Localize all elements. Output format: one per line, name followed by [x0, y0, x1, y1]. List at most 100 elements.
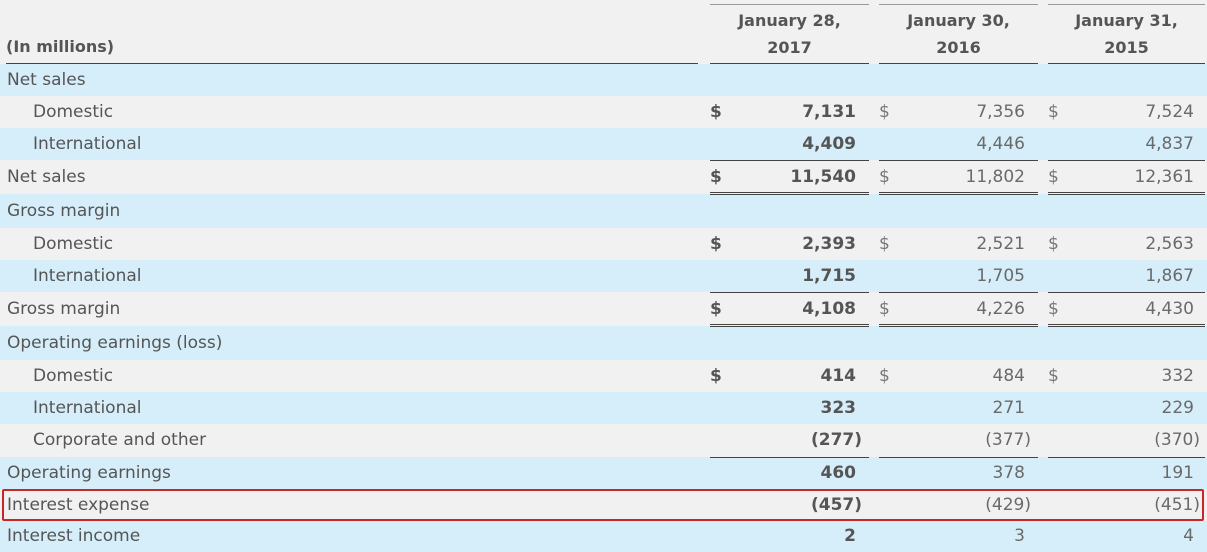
- cell-value: 4,409: [802, 134, 856, 154]
- cell-value: 2,563: [1145, 234, 1194, 254]
- column-header-line1: January 30,: [907, 11, 1010, 30]
- table-row: Gross margin $4,108 $4,226 $4,430: [0, 292, 1207, 326]
- cell-value: 2: [844, 526, 856, 546]
- highlight-box: [2, 489, 1204, 521]
- cell-value: 4,108: [802, 299, 856, 319]
- total-double-rule: [1048, 192, 1205, 195]
- currency-symbol: $: [1048, 167, 1059, 187]
- table-row: International 4,409 4,446 4,837: [0, 128, 1207, 160]
- table-row: Net sales $11,540 $11,802 $12,361: [0, 160, 1207, 194]
- column-header-line2: 2015: [1104, 38, 1149, 57]
- total-double-rule: [879, 192, 1038, 195]
- row-label: Domestic: [33, 102, 114, 122]
- column-header-2016: January 30, 2016: [879, 4, 1038, 64]
- row-label: Domestic: [33, 234, 114, 254]
- cell-value: 1,705: [976, 266, 1025, 286]
- currency-symbol: $: [879, 366, 890, 386]
- table-row: Domestic $414 $484 $332: [0, 360, 1207, 392]
- currency-symbol: $: [1048, 102, 1059, 122]
- cell-value: 414: [820, 366, 857, 386]
- table-row: Net sales: [0, 64, 1207, 96]
- cell-value: 11,802: [965, 167, 1025, 187]
- total-double-rule: [879, 324, 1038, 327]
- row-label: International: [33, 134, 142, 154]
- currency-symbol: $: [879, 299, 890, 319]
- currency-symbol: $: [879, 102, 890, 122]
- subtotal-rule: [879, 160, 1038, 161]
- cell-value: 271: [992, 398, 1025, 418]
- total-double-rule: [710, 192, 869, 195]
- row-label: Gross margin: [7, 201, 121, 221]
- cell-value: 460: [820, 463, 857, 483]
- table-header: (In millions) January 28, 2017 January 3…: [0, 0, 1207, 64]
- cell-value: 4,446: [976, 134, 1025, 154]
- currency-symbol: $: [1048, 234, 1059, 254]
- total-double-rule: [710, 324, 869, 327]
- table-row: Operating earnings 460 378 191: [0, 457, 1207, 489]
- cell-value: 7,356: [976, 102, 1025, 122]
- column-header-2017: January 28, 2017: [710, 4, 869, 64]
- column-header-line2: 2017: [767, 38, 812, 57]
- column-header-2015: January 31, 2015: [1048, 4, 1205, 64]
- row-label: Net sales: [7, 70, 86, 90]
- row-label: International: [33, 266, 142, 286]
- currency-symbol: $: [710, 366, 722, 386]
- cell-value: (377): [985, 430, 1031, 450]
- column-header-line1: January 31,: [1075, 11, 1178, 30]
- table-row: Interest income 2 3 4: [0, 521, 1207, 552]
- cell-value: (457): [810, 495, 862, 515]
- total-double-rule: [1048, 324, 1205, 327]
- cell-value: 484: [992, 366, 1025, 386]
- currency-symbol: $: [710, 234, 722, 254]
- row-label: International: [33, 398, 142, 418]
- cell-value: 1,867: [1145, 266, 1194, 286]
- column-header-line1: January 28,: [738, 11, 841, 30]
- cell-value: 323: [820, 398, 857, 418]
- cell-value: 7,524: [1145, 102, 1194, 122]
- row-label: Interest income: [7, 526, 141, 546]
- cell-value: 11,540: [790, 167, 856, 187]
- table-row-highlighted: Interest expense (457) (429) (451): [0, 489, 1207, 521]
- table-row: Gross margin: [0, 194, 1207, 228]
- unit-label: (In millions): [6, 36, 698, 64]
- table-row: Operating earnings (loss): [0, 326, 1207, 360]
- table-row: International 323 271 229: [0, 392, 1207, 424]
- cell-value: 4,430: [1145, 299, 1194, 319]
- cell-value: 332: [1161, 366, 1194, 386]
- cell-value: (429): [985, 495, 1031, 515]
- subtotal-rule: [879, 292, 1038, 293]
- table-row: Domestic $7,131 $7,356 $7,524: [0, 96, 1207, 128]
- row-label: Gross margin: [7, 299, 121, 319]
- cell-value: 4,226: [976, 299, 1025, 319]
- cell-value: (277): [810, 430, 862, 450]
- currency-symbol: $: [1048, 299, 1059, 319]
- currency-symbol: $: [710, 102, 722, 122]
- subtotal-rule: [1048, 292, 1205, 293]
- currency-symbol: $: [1048, 366, 1059, 386]
- cell-value: 378: [992, 463, 1025, 483]
- table-row: Corporate and other (277) (377) (370): [0, 424, 1207, 457]
- cell-value: 3: [1014, 526, 1025, 546]
- subtotal-rule: [710, 292, 869, 293]
- cell-value: 191: [1161, 463, 1194, 483]
- subtotal-rule: [1048, 457, 1205, 458]
- cell-value: 7,131: [802, 102, 856, 122]
- subtotal-rule: [710, 160, 869, 161]
- column-header-line2: 2016: [936, 38, 981, 57]
- cell-value: 4: [1183, 526, 1194, 546]
- currency-symbol: $: [710, 167, 722, 187]
- table-row: Domestic $2,393 $2,521 $2,563: [0, 228, 1207, 260]
- subtotal-rule: [1048, 160, 1205, 161]
- cell-value: (370): [1154, 430, 1200, 450]
- cell-value: 2,393: [802, 234, 856, 254]
- cell-value: 229: [1161, 398, 1194, 418]
- subtotal-rule: [879, 457, 1038, 458]
- cell-value: (451): [1154, 495, 1200, 515]
- row-label: Operating earnings (loss): [7, 333, 223, 353]
- row-label: Corporate and other: [33, 430, 207, 450]
- row-label: Interest expense: [7, 495, 150, 515]
- currency-symbol: $: [710, 299, 722, 319]
- cell-value: 4,837: [1145, 134, 1194, 154]
- table-row: International 1,715 1,705 1,867: [0, 260, 1207, 292]
